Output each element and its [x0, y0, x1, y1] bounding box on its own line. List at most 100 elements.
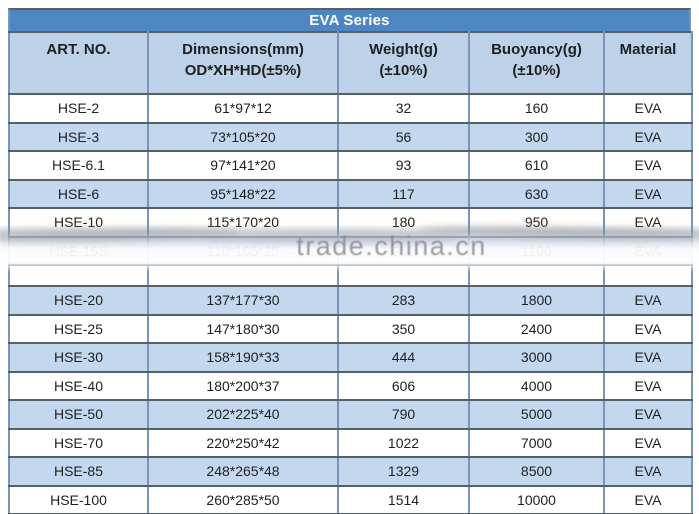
cell-material: EVA: [603, 456, 693, 487]
column-label: ART. NO.: [46, 41, 111, 58]
column-header-material: Material: [603, 31, 693, 95]
product-spec-table: ART. NO. Dimensions(mm) OD*XH*HD(±5%) We…: [8, 31, 693, 514]
column-label: Dimensions(mm): [182, 41, 304, 58]
cell-weight: 211: [337, 235, 470, 266]
table-row: HSE-10 115*170*20 180 950 EVA: [8, 207, 693, 238]
cell-art-no: HSE-15S: [8, 235, 149, 266]
cell-material: EVA: [603, 93, 693, 124]
cell-dimensions: 158*190*33: [147, 342, 339, 373]
column-label: Weight(g): [369, 41, 438, 58]
cell-dimensions: 115*170*20: [147, 207, 339, 238]
cell-art-no: HSE-50: [8, 399, 149, 430]
cell-material: EVA: [603, 427, 693, 458]
cell-buoyancy: 8500: [468, 456, 605, 487]
cell-dimensions: 202*225*40: [147, 399, 339, 430]
cell-buoyancy: 4000: [468, 370, 605, 401]
empty-cell: [603, 264, 693, 287]
empty-cell: [337, 264, 470, 287]
cell-art-no: HSE-70: [8, 427, 149, 458]
cell-material: EVA: [603, 178, 693, 209]
cell-buoyancy: 3000: [468, 342, 605, 373]
spec-table: EVA Series ART. NO. Dimensions(mm): [8, 8, 693, 514]
cell-art-no: HSE-85: [8, 456, 149, 487]
cell-buoyancy: 2400: [468, 313, 605, 344]
table-header: ART. NO. Dimensions(mm) OD*XH*HD(±5%) We…: [8, 31, 693, 95]
empty-cell: [8, 264, 149, 287]
cell-dimensions: 110*165*25: [147, 235, 339, 266]
cell-buoyancy: 610: [468, 150, 605, 181]
cell-dimensions: 248*265*48: [147, 456, 339, 487]
cell-art-no: HSE-6: [8, 178, 149, 209]
cell-art-no: HSE-20: [8, 285, 149, 316]
cell-material: EVA: [603, 285, 693, 316]
cell-art-no: HSE-100: [8, 484, 149, 514]
table-title-bar: EVA Series: [8, 8, 691, 31]
column-header-weight: Weight(g) (±10%): [337, 31, 470, 95]
column-sublabel: OD*XH*HD(±5%): [184, 62, 302, 79]
cell-material: EVA: [603, 370, 693, 401]
table-row: HSE-30 158*190*33 444 3000 EVA: [8, 342, 693, 373]
cell-buoyancy: 630: [468, 178, 605, 209]
cell-weight: 790: [337, 399, 470, 430]
cell-material: EVA: [603, 207, 693, 238]
cell-buoyancy: 300: [468, 121, 605, 152]
cell-weight: 283: [337, 285, 470, 316]
cell-buoyancy: 10000: [468, 484, 605, 514]
watermark-gap-row: [8, 264, 693, 287]
table-row: HSE-6.1 97*141*20 93 610 EVA: [8, 150, 693, 181]
table-title: EVA Series: [309, 12, 390, 29]
cell-material: EVA: [603, 399, 693, 430]
cell-art-no: HSE-40: [8, 370, 149, 401]
table-row: HSE-3 73*105*20 56 300 EVA: [8, 121, 693, 152]
cell-material: EVA: [603, 342, 693, 373]
column-sublabel: (±10%): [379, 62, 428, 79]
table-row: HSE-100 260*285*50 1514 10000 EVA: [8, 484, 693, 514]
column-header-buoyancy: Buoyancy(g) (±10%): [468, 31, 605, 95]
cell-dimensions: 95*148*22: [147, 178, 339, 209]
table-row: HSE-25 147*180*30 350 2400 EVA: [8, 313, 693, 344]
column-header-dimensions: Dimensions(mm) OD*XH*HD(±5%): [147, 31, 339, 95]
cell-art-no: HSE-25: [8, 313, 149, 344]
table-row: HSE-70 220*250*42 1022 7000 EVA: [8, 427, 693, 458]
table-row: HSE-15S 110*165*25 211 1100 EVA: [8, 235, 693, 266]
cell-dimensions: 260*285*50: [147, 484, 339, 514]
cell-dimensions: 73*105*20: [147, 121, 339, 152]
cell-dimensions: 137*177*30: [147, 285, 339, 316]
table-row: HSE-40 180*200*37 606 4000 EVA: [8, 370, 693, 401]
cell-weight: 56: [337, 121, 470, 152]
table-body: HSE-2 61*97*12 32 160 EVA HSE-3 73*105*2…: [8, 93, 693, 514]
column-label: Buoyancy(g): [491, 41, 582, 58]
cell-art-no: HSE-3: [8, 121, 149, 152]
cell-material: EVA: [603, 150, 693, 181]
cell-dimensions: 97*141*20: [147, 150, 339, 181]
cell-weight: 350: [337, 313, 470, 344]
table-row: HSE-6 95*148*22 117 630 EVA: [8, 178, 693, 209]
table-row: HSE-50 202*225*40 790 5000 EVA: [8, 399, 693, 430]
cell-buoyancy: 7000: [468, 427, 605, 458]
empty-cell: [147, 264, 339, 287]
cell-art-no: HSE-30: [8, 342, 149, 373]
table-row: HSE-85 248*265*48 1329 8500 EVA: [8, 456, 693, 487]
cell-buoyancy: 950: [468, 207, 605, 238]
column-header-art-no: ART. NO.: [8, 31, 149, 95]
cell-buoyancy: 1100: [468, 235, 605, 266]
cell-buoyancy: 160: [468, 93, 605, 124]
cell-dimensions: 180*200*37: [147, 370, 339, 401]
cell-weight: 1329: [337, 456, 470, 487]
cell-material: EVA: [603, 484, 693, 514]
cell-weight: 1022: [337, 427, 470, 458]
cell-buoyancy: 5000: [468, 399, 605, 430]
table-row: HSE-2 61*97*12 32 160 EVA: [8, 93, 693, 124]
cell-material: EVA: [603, 313, 693, 344]
cell-weight: 180: [337, 207, 470, 238]
cell-weight: 444: [337, 342, 470, 373]
cell-material: EVA: [603, 121, 693, 152]
table-row: HSE-20 137*177*30 283 1800 EVA: [8, 285, 693, 316]
cell-weight: 93: [337, 150, 470, 181]
cell-weight: 32: [337, 93, 470, 124]
cell-material: EVA: [603, 235, 693, 266]
column-label: Material: [619, 41, 677, 58]
cell-art-no: HSE-6.1: [8, 150, 149, 181]
cell-art-no: HSE-10: [8, 207, 149, 238]
